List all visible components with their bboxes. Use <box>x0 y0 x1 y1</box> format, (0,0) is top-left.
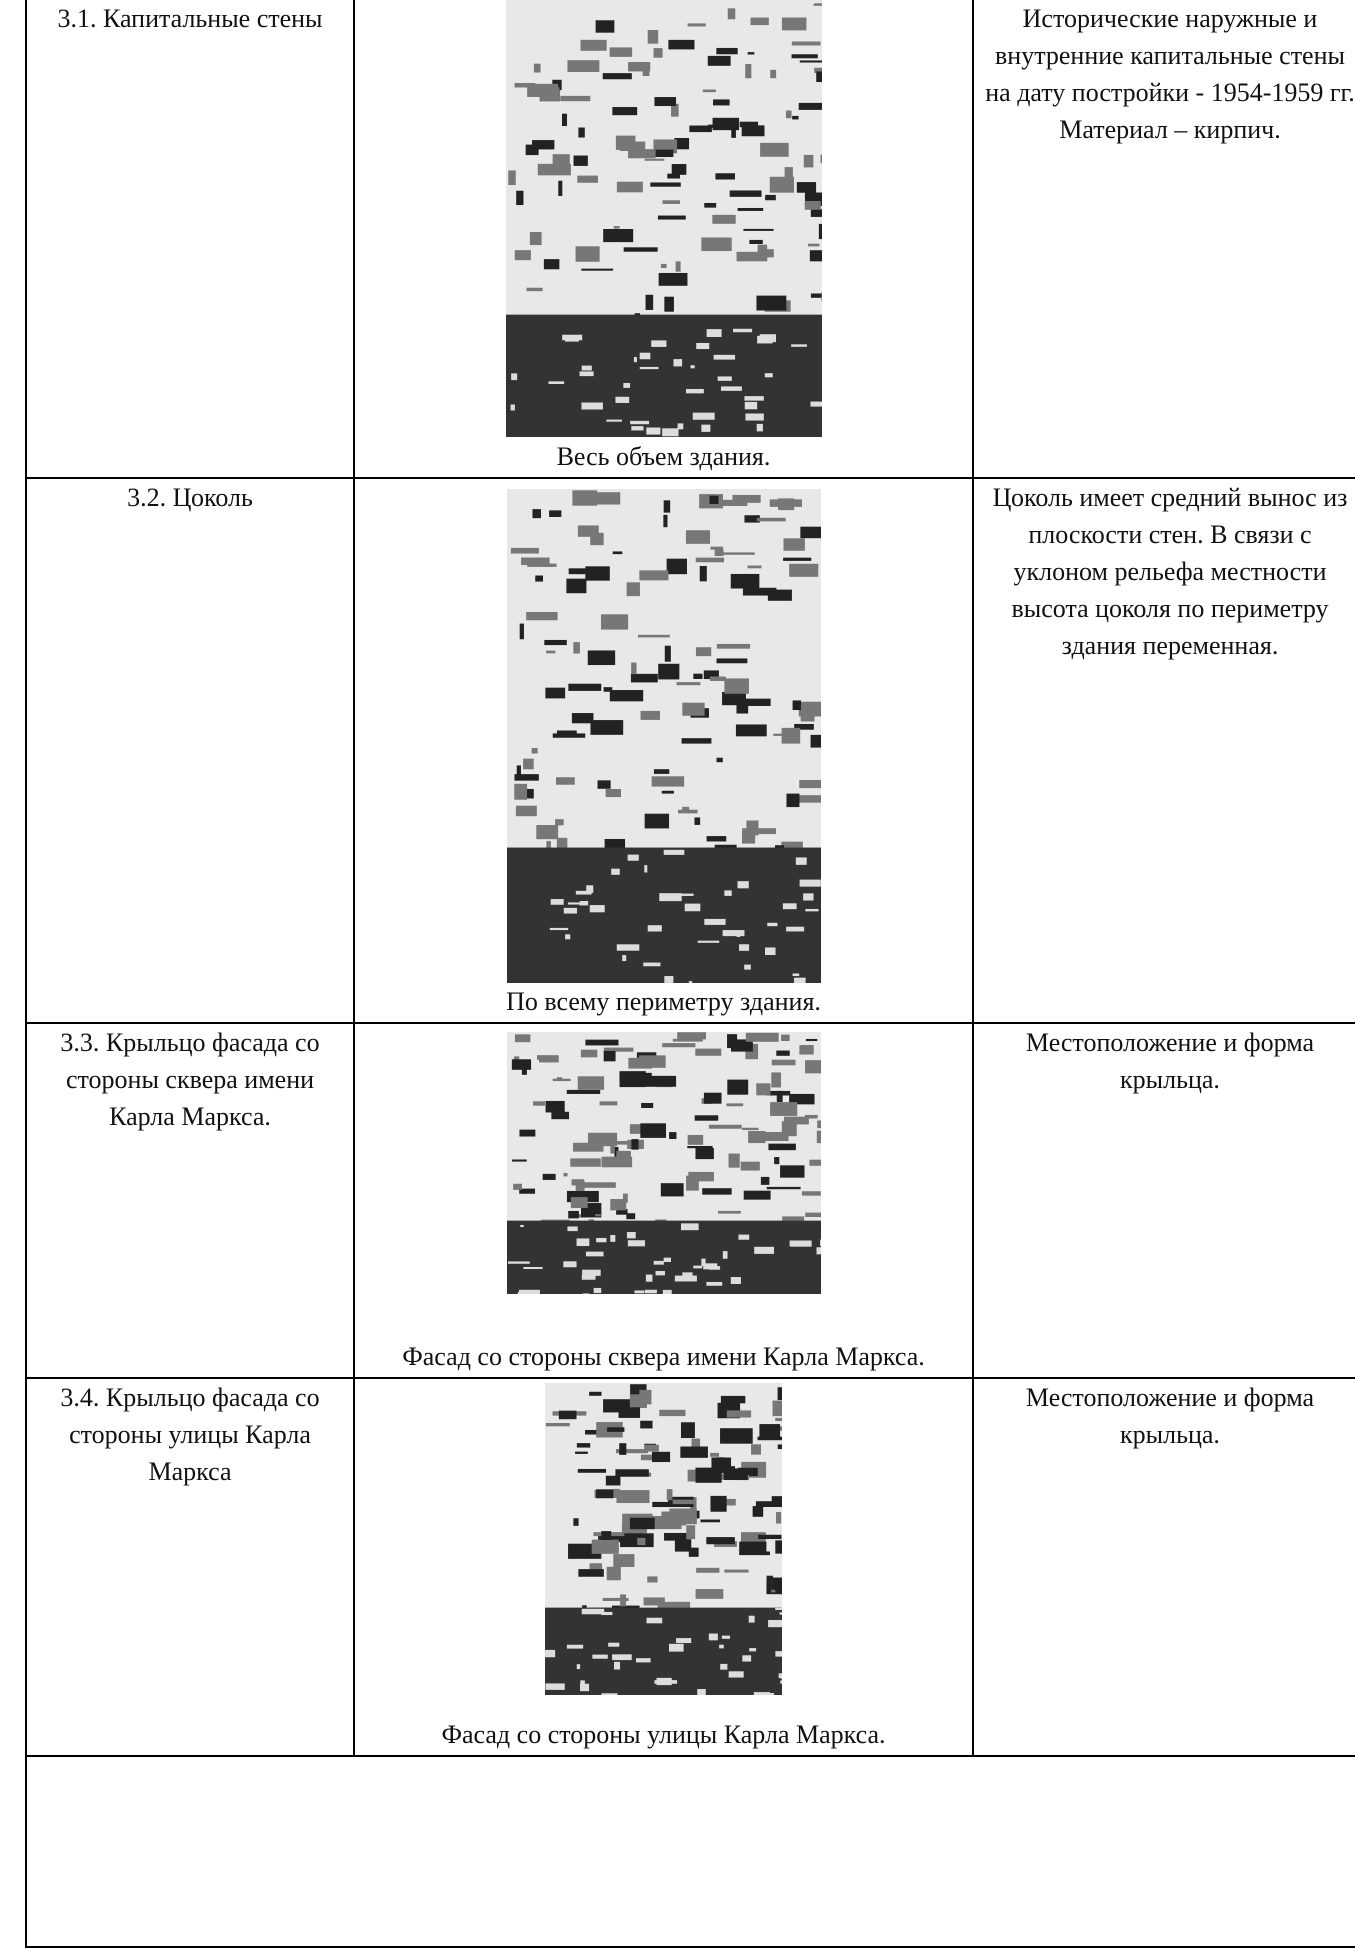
description-cell: Местоположение и форма крыльца. <box>973 1023 1355 1378</box>
photo-caption: По всему периметру здания. <box>466 983 861 1020</box>
document-table: 3.1. Капитальные стены Весь объем здания.… <box>25 0 1355 1948</box>
photo <box>507 1032 821 1294</box>
photo-cell: По всему периметру здания. <box>354 478 973 1023</box>
element-cell: 3.1. Капитальные стены <box>26 0 354 478</box>
table-row: 3.4. Крыльцо фасада со стороны улицы Кар… <box>26 1378 1355 1756</box>
description-cell: Исторические наружные и внутренние капит… <box>973 0 1355 478</box>
table-row: 3.2. Цоколь По всему периметру здания. Цок… <box>26 478 1355 1023</box>
description: Местоположение и форма крыльца. <box>980 1024 1355 1098</box>
photo-cell: Фасад со стороны сквера имени Карла Марк… <box>354 1023 973 1378</box>
photo-wrap: По всему периметру здания. <box>355 479 972 1020</box>
photo <box>506 0 822 437</box>
description-cell: Цоколь имеет средний вынос из плоскости … <box>973 478 1355 1023</box>
photo-wrap: Фасад со стороны сквера имени Карла Марк… <box>355 1024 972 1375</box>
element-cell: 3.3. Крыльцо фасада со стороны сквера им… <box>26 1023 354 1378</box>
table-row: 3.1. Капитальные стены Весь объем здания.… <box>26 0 1355 478</box>
photo-wrap: Весь объем здания. <box>355 0 972 475</box>
element-name: 3.2. Цоколь <box>33 479 347 516</box>
table-row: 3.3. Крыльцо фасада со стороны сквера им… <box>26 1023 1355 1378</box>
photo-wrap: Фасад со стороны улицы Карла Маркса. <box>355 1379 972 1753</box>
photo <box>507 489 821 983</box>
empty-row <box>26 1756 1355 1947</box>
photo-caption: Фасад со стороны сквера имени Карла Марк… <box>362 1338 965 1375</box>
photo-caption: Весь объем здания. <box>517 438 811 475</box>
photo-caption: Фасад со стороны улицы Карла Маркса. <box>401 1716 925 1753</box>
element-cell: 3.2. Цоколь <box>26 478 354 1023</box>
photo-cell: Весь объем здания. <box>354 0 973 478</box>
description-cell: Местоположение и форма крыльца. <box>973 1378 1355 1756</box>
element-name: 3.1. Капитальные стены <box>33 0 347 37</box>
description: Исторические наружные и внутренние капит… <box>980 0 1355 148</box>
photo <box>545 1383 782 1695</box>
element-cell: 3.4. Крыльцо фасада со стороны улицы Кар… <box>26 1378 354 1756</box>
element-name: 3.4. Крыльцо фасада со стороны улицы Кар… <box>33 1379 347 1490</box>
element-name: 3.3. Крыльцо фасада со стороны сквера им… <box>33 1024 347 1135</box>
description: Цоколь имеет средний вынос из плоскости … <box>980 479 1355 664</box>
description: Местоположение и форма крыльца. <box>980 1379 1355 1453</box>
photo-cell: Фасад со стороны улицы Карла Маркса. <box>354 1378 973 1756</box>
